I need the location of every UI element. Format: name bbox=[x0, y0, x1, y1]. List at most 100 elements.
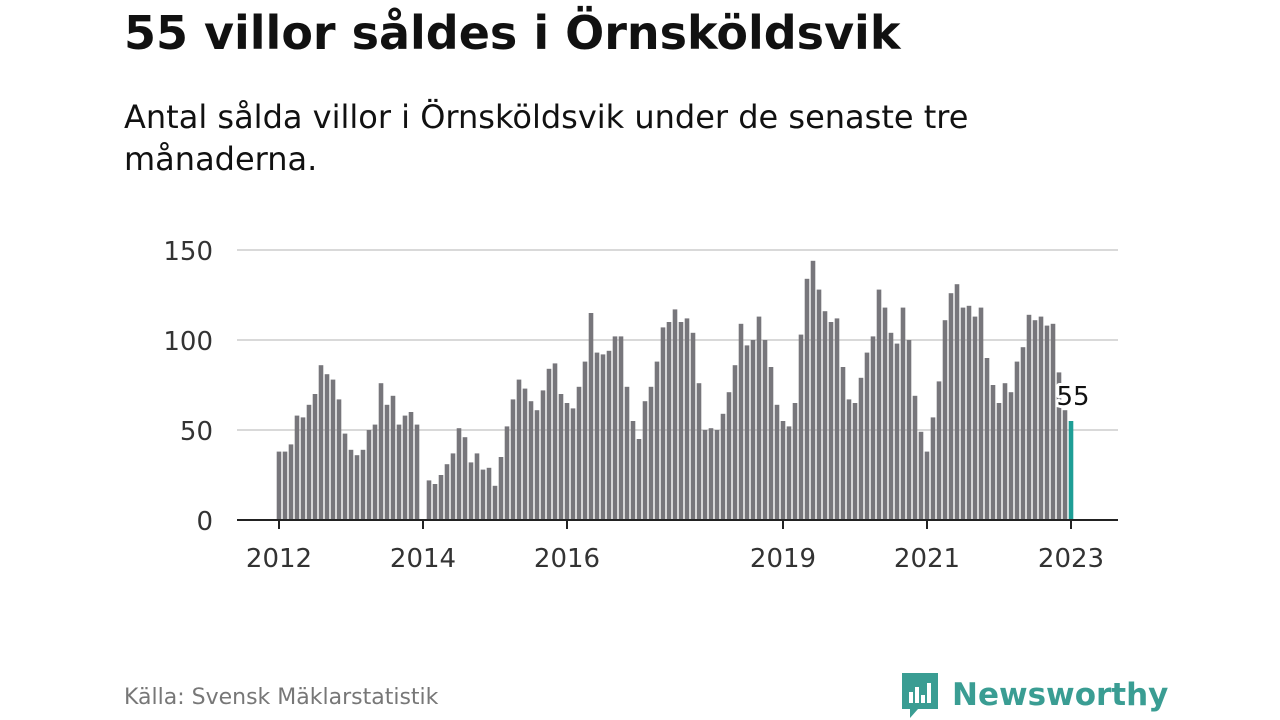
bar bbox=[702, 430, 708, 520]
bar bbox=[690, 332, 696, 520]
bar bbox=[372, 424, 378, 520]
bar bbox=[804, 278, 810, 520]
bar bbox=[600, 354, 606, 520]
bar bbox=[570, 408, 576, 520]
bar bbox=[936, 381, 942, 520]
bar bbox=[720, 413, 726, 520]
bar bbox=[846, 399, 852, 520]
bar bbox=[576, 386, 582, 520]
bar bbox=[630, 421, 636, 520]
bar bbox=[546, 368, 552, 520]
bar bbox=[348, 449, 354, 520]
bar bbox=[366, 430, 372, 520]
bar bbox=[870, 336, 876, 520]
bar bbox=[456, 428, 462, 520]
bar bbox=[1002, 383, 1008, 520]
bar bbox=[654, 361, 660, 520]
bar bbox=[858, 377, 864, 520]
bar bbox=[888, 332, 894, 520]
bar bbox=[426, 480, 432, 520]
bar bbox=[1014, 361, 1020, 520]
bar bbox=[462, 437, 468, 520]
bar bbox=[594, 352, 600, 520]
bar bbox=[324, 374, 330, 520]
bar bbox=[900, 307, 906, 520]
bar bbox=[552, 363, 558, 520]
bar bbox=[732, 365, 738, 520]
bar bbox=[516, 379, 522, 520]
bar bbox=[558, 394, 564, 520]
data-label: 55 bbox=[1056, 382, 1089, 412]
bar bbox=[624, 386, 630, 520]
chart-subtitle: Antal sålda villor i Örnsköldsvik under … bbox=[124, 98, 969, 178]
bar bbox=[1056, 372, 1062, 520]
bar bbox=[840, 367, 846, 520]
bar bbox=[588, 313, 594, 520]
bar bbox=[822, 311, 828, 520]
bar bbox=[972, 316, 978, 520]
bar bbox=[744, 345, 750, 520]
bar bbox=[528, 401, 534, 520]
bar bbox=[984, 358, 990, 520]
bar bbox=[438, 475, 444, 520]
bar bbox=[618, 336, 624, 520]
bar bbox=[1062, 410, 1068, 520]
bar bbox=[444, 464, 450, 520]
bar bbox=[1038, 316, 1044, 520]
bar bbox=[492, 485, 498, 520]
bar bbox=[696, 383, 702, 520]
bar bbox=[510, 399, 516, 520]
y-tick-label: 100 bbox=[163, 327, 213, 357]
bar bbox=[1032, 320, 1038, 520]
bar bbox=[876, 289, 882, 520]
bar bbox=[684, 318, 690, 520]
bar bbox=[774, 404, 780, 520]
bar bbox=[606, 350, 612, 520]
bar bbox=[810, 260, 816, 520]
bar bbox=[828, 322, 834, 520]
bar bbox=[336, 399, 342, 520]
bar bbox=[384, 404, 390, 520]
bar bbox=[330, 379, 336, 520]
brand-name: Newsworthy bbox=[952, 677, 1169, 713]
bar bbox=[930, 417, 936, 520]
brand-logo: Newsworthy bbox=[900, 670, 1168, 720]
bar-chart: 0 50 100 150 2012 2014 2016 2019 2021 2023 55 bbox=[163, 237, 1118, 574]
bar bbox=[714, 430, 720, 520]
bar bbox=[834, 318, 840, 520]
bar bbox=[768, 367, 774, 520]
bar bbox=[990, 385, 996, 520]
bar bbox=[396, 424, 402, 520]
x-tick-label: 2023 bbox=[1038, 544, 1104, 574]
bar bbox=[378, 383, 384, 520]
bar bbox=[750, 340, 756, 520]
bar bbox=[660, 327, 666, 520]
bar bbox=[864, 352, 870, 520]
bar bbox=[648, 386, 654, 520]
bar bbox=[402, 415, 408, 520]
bar bbox=[360, 449, 366, 520]
bar bbox=[756, 316, 762, 520]
bar bbox=[282, 451, 288, 520]
bar bbox=[408, 412, 414, 520]
bar bbox=[474, 453, 480, 520]
bar bbox=[450, 453, 456, 520]
bar bbox=[894, 343, 900, 520]
x-tick-label: 2021 bbox=[894, 544, 960, 574]
bar bbox=[678, 322, 684, 520]
bar bbox=[738, 323, 744, 520]
bar bbox=[912, 395, 918, 520]
bar bbox=[354, 455, 360, 520]
x-tick-label: 2014 bbox=[390, 544, 456, 574]
bar bbox=[960, 307, 966, 520]
bar bbox=[1050, 323, 1056, 520]
bar bbox=[612, 336, 618, 520]
bar bbox=[540, 390, 546, 520]
newsworthy-logo-icon bbox=[902, 673, 938, 718]
bar bbox=[534, 410, 540, 520]
bar bbox=[996, 403, 1002, 520]
bar bbox=[414, 424, 420, 520]
bar bbox=[906, 340, 912, 520]
x-tick-label: 2012 bbox=[246, 544, 312, 574]
bar bbox=[852, 403, 858, 520]
